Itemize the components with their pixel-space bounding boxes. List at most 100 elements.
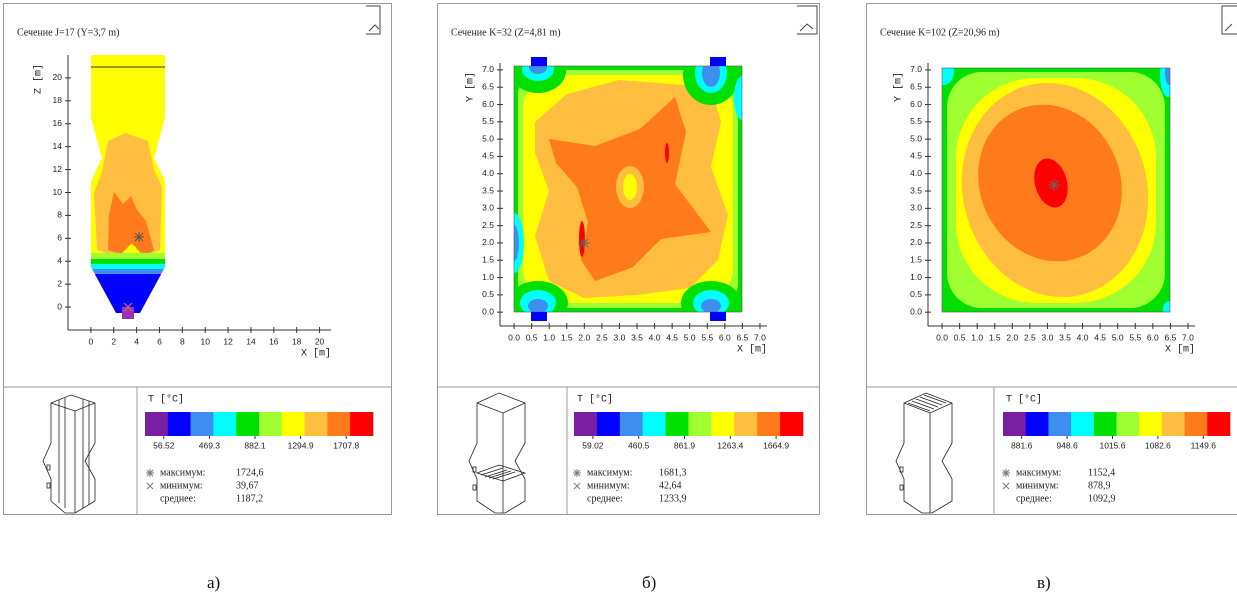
x-axis-label: X [m] [301,348,331,360]
panel-b: Сечение K=32 (Z=4,81 m) 0.0 0.5 1.0 1.5 2.0 2.… [437,3,820,515]
stat-name: максимум: [160,467,205,478]
x-tick-label: 4.5 [1094,332,1106,342]
min-icon [1002,482,1010,490]
x-tick-label: 2.0 [578,332,590,342]
panel-svg: Сечение J=17 (Y=3,7 m) 0 2 4 6 8 10 12 14 16 18 20 0… [3,3,392,515]
x-tick-label: 0.5 [526,332,538,342]
max-icon [146,469,154,477]
y-tick-label: 5.0 [482,133,494,143]
x-tick-label: 12 [223,336,233,346]
y-tick-label: 0.0 [482,306,494,316]
x-tick-label: 6 [157,336,162,346]
colorbar-tick-label: 948.6 [1056,440,1078,450]
colorbar-tick-label: 881.6 [1011,440,1033,450]
colorbar-tick-label: 1707.8 [333,440,359,450]
x-tick-label: 3.5 [631,332,643,342]
x-tick-label: 16 [269,336,279,346]
y-tick-label: 0.5 [910,289,922,299]
stat-value: 878,9 [1088,480,1111,491]
colorbar-tick-label: 861.9 [674,440,696,450]
x-tick-label: 4 [134,336,139,346]
colorbar-title: T [°C] [577,394,613,406]
colorbar-tick-label: 882.1 [244,440,266,450]
colorbar-tick-label: 1015.6 [1100,440,1126,450]
furnace-inset [42,394,96,514]
max-icon [1002,469,1010,477]
stat-name: среднее: [160,493,196,504]
colorbar-cell [1139,412,1163,436]
x-tick-label: 14 [246,336,256,346]
y-tick-label: 3.5 [482,185,494,195]
x-tick-label: 0.0 [508,332,520,342]
y-tick-label: 3.0 [910,203,922,213]
colorbar-cell [642,412,666,436]
contour-field [942,68,1170,312]
x-axis-label: X [m] [737,344,767,356]
y-tick-label: 5.0 [910,133,922,143]
colorbar-cell [665,412,689,436]
x-tick-label: 8 [180,336,185,346]
colorbar-cell [213,412,237,436]
x-tick-label: 2.5 [1024,332,1036,342]
colorbar-cell [1161,412,1185,436]
x-tick-label: 2.5 [596,332,608,342]
y-tick-label: 0.5 [482,289,494,299]
y-tick-label: 14 [53,141,63,151]
y-tick-label: 4.5 [482,151,494,161]
x-tick-label: 5.0 [684,332,696,342]
x-tick-label: 6.0 [1147,332,1159,342]
colorbar-cell [780,412,804,436]
y-tick-label: 4.5 [910,151,922,161]
colorbar-cell [596,412,621,436]
x-tick-label: 6.0 [719,332,731,342]
y-tick-label: 2.0 [910,237,922,247]
x-tick-label: 3.0 [1042,332,1054,342]
y-tick-label: 3.0 [482,203,494,213]
x-tick-label: 2.0 [1006,332,1018,342]
stat-name: максимум: [1016,467,1061,478]
stat-value: 39,67 [236,480,259,491]
panel-title: Сечение K=102 (Z=20,96 m) [880,27,1000,38]
y-tick-label: 2.5 [910,220,922,230]
x-tick-label: 1.5 [561,332,573,342]
y-tick-label: 4.0 [482,168,494,178]
colorbar-cell [1207,412,1231,436]
colorbar-tick-label: 460.5 [628,440,650,450]
y-tick-label: 2.0 [482,237,494,247]
caption: б) [642,573,657,592]
min-icon [146,482,154,490]
colorbar-cell [711,412,735,436]
contour-field [514,66,742,312]
x-tick-label: 10 [200,336,210,346]
stat-name: минимум: [160,480,203,491]
y-tick-label: 6.0 [482,99,494,109]
max-marker [578,237,590,249]
y-tick-label: 7.0 [910,64,922,74]
colorbar-title: T [°C] [1006,394,1042,406]
x-tick-label: 7.0 [1182,332,1194,342]
colorbar-title: T [°C] [148,394,184,406]
y-tick-label: 18 [53,95,63,105]
y-tick-label: 0 [57,301,62,311]
axes-layer: Сечение K=102 (Z=20,96 m) 0.0 0.5 1.0 1.5 2.0… [880,27,1231,504]
colorbar-cell [350,412,374,436]
stat-value: 1187,2 [236,493,263,504]
y-tick-label: 5.5 [482,116,494,126]
y-tick-label: 7.0 [482,64,494,74]
x-tick-label: 4.5 [666,332,678,342]
stat-name: минимум: [1016,480,1059,491]
y-tick-label: 2.5 [482,220,494,230]
axes-layer: Сечение K=32 (Z=4,81 m) 0.0 0.5 1.0 1.5 2.0 2.… [451,27,804,504]
colorbar-cell [1184,412,1208,436]
colorbar-cell [734,412,758,436]
furnace-inset [468,392,527,514]
y-tick-label: 1.0 [482,272,494,282]
y-axis-label: Z [m] [33,64,45,94]
y-tick-label: 6.5 [482,81,494,91]
panel-c: Сечение K=102 (Z=20,96 m) 0.0 0.5 1.0 1.5 2.0… [866,3,1237,515]
stat-value: 1724,6 [236,467,264,478]
x-tick-label: 1.0 [543,332,555,342]
colorbar-tick-label: 1664.9 [763,440,789,450]
colorbar-cell [1048,412,1072,436]
y-axis-label: Y [m] [893,72,905,102]
